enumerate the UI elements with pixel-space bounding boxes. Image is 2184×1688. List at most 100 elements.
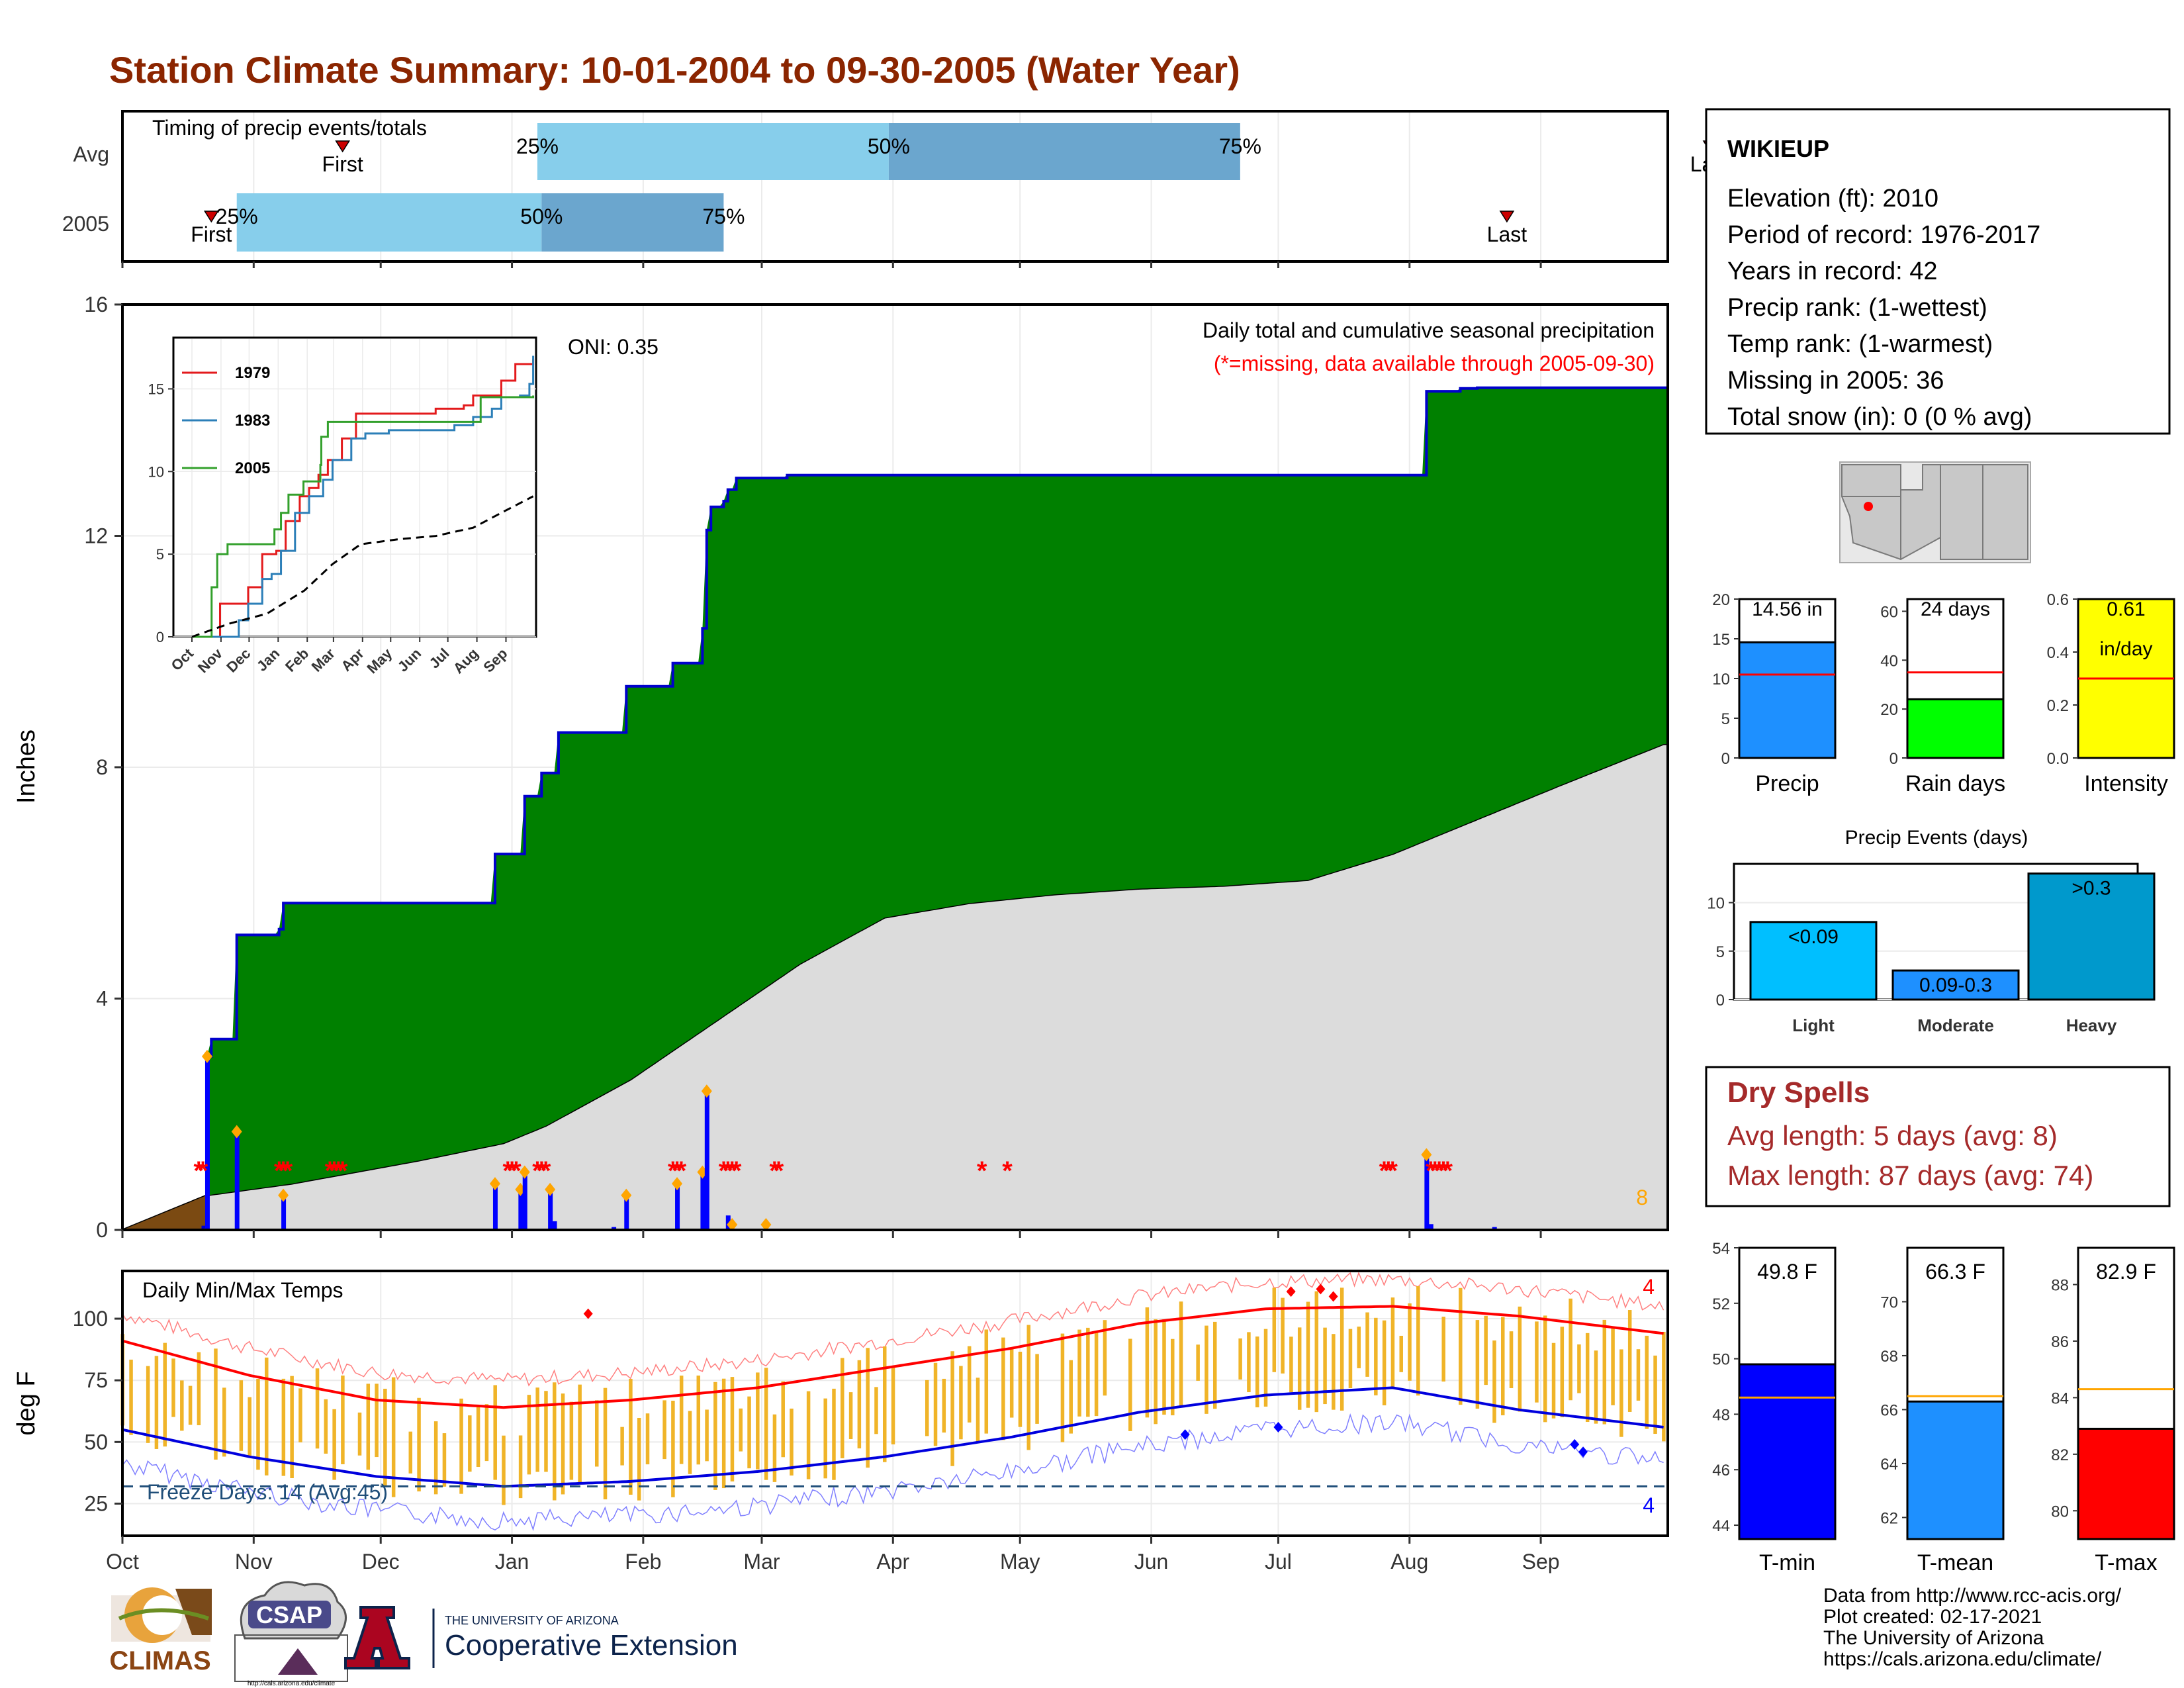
temp-daily-bar-16 xyxy=(188,1385,193,1425)
temp-summary-ytick-label-0-1: 46 xyxy=(1712,1462,1730,1479)
temp-daily-bar-166 xyxy=(823,1398,827,1479)
temp-daily-bar-38 xyxy=(281,1378,286,1476)
missing-marker-15: * xyxy=(668,1156,678,1186)
temp-daily-bar-228 xyxy=(1086,1327,1090,1417)
timing-row-label-avg: Avg xyxy=(73,142,109,166)
temp-daily-bar-142 xyxy=(721,1378,726,1489)
timing-last-marker-2005 xyxy=(1499,211,1515,223)
events-category-Moderate: Moderate xyxy=(1917,1015,1994,1035)
station-line-6: Missing in 2005: 36 xyxy=(1727,367,1944,395)
temp-daily-bar-358 xyxy=(1636,1349,1641,1401)
temp-daily-bar-312 xyxy=(1441,1317,1445,1382)
footer-credits: Data from http://www.rcc-acis.org/ Plot … xyxy=(1823,1585,2122,1670)
temp-daily-bar-334 xyxy=(1535,1321,1539,1403)
precip-subtitle: Daily total and cumulative seasonal prec… xyxy=(1203,318,1655,342)
temp-daily-bar-98 xyxy=(535,1387,539,1472)
station-line-7: Total snow (in): 0 (0 % avg) xyxy=(1727,403,2032,431)
temp-daily-bar-102 xyxy=(553,1382,557,1501)
oni-label: ONI: 0.35 xyxy=(568,335,659,359)
temp-summary-ytick-label-2-4: 88 xyxy=(2051,1277,2069,1295)
temp-daily-bar-134 xyxy=(688,1411,692,1474)
temp-daily-bar-18 xyxy=(197,1352,201,1426)
temp-summary-ytick-label-2-0: 80 xyxy=(2051,1503,2069,1521)
station-line-5: Temp rank: (1-warmest) xyxy=(1727,330,1993,358)
month-label-Dec: Dec xyxy=(362,1550,400,1573)
temp-summary-bars: 49.8 F 44 46 48 50 52 54 T-min 66.3 F 62 64 66 68 70 T… xyxy=(1712,1240,2175,1575)
temp-daily-bar-104 xyxy=(561,1393,565,1495)
station-name: WIKIEUP xyxy=(1727,135,1829,162)
record-min-line xyxy=(122,1413,1664,1531)
precip-events-chart: Precip Events (days) 0 5 10 <0.09 Light 0.09-… xyxy=(1707,827,2156,1035)
dry-spells-title: Dry Spells xyxy=(1727,1076,1870,1109)
summary-ytick-label-2-1: 0.2 xyxy=(2047,697,2069,715)
month-label-May: May xyxy=(1000,1550,1040,1573)
temp-summary-value-T-max: 82.9 F xyxy=(2096,1260,2156,1284)
temp-summary-value-T-min: 49.8 F xyxy=(1757,1260,1817,1284)
events-bar-Light xyxy=(1749,921,1878,1001)
missing-marker-17: * xyxy=(676,1156,687,1186)
month-label-Sep: Sep xyxy=(1522,1550,1560,1573)
timing-bar-dark-Avg xyxy=(888,123,1240,180)
ua-logo: A THE UNIVERSITY OF ARIZONA Cooperative … xyxy=(344,1606,738,1669)
summary-value2-Intensity: in/day xyxy=(2099,638,2152,660)
summary-ytick-label-1-2: 40 xyxy=(1880,652,1898,670)
daily-precip-bar-8 xyxy=(612,1227,617,1230)
temp-daily-bar-108 xyxy=(578,1384,582,1483)
temp-daily-bar-56 xyxy=(357,1412,362,1456)
csap-logo: CSAP http://cals.arizona.edu/climate xyxy=(234,1581,348,1687)
temp-daily-bar-60 xyxy=(375,1383,379,1458)
temp-daily-bar-146 xyxy=(739,1408,743,1452)
summary-ytick-label-2-3: 0.6 xyxy=(2047,591,2069,609)
missing-count: 8 xyxy=(1636,1186,1648,1209)
temp-title: Daily Min/Max Temps xyxy=(142,1278,343,1302)
daily-precip-bar-12 xyxy=(704,1091,709,1230)
temp-daily-bar-238 xyxy=(1128,1338,1132,1431)
temp-daily-bar-172 xyxy=(848,1392,853,1439)
temp-summary-ytick-label-2-1: 82 xyxy=(2051,1446,2069,1464)
surplus-area xyxy=(206,387,1668,1196)
timing-bar-light-Avg xyxy=(537,123,889,180)
temp-frame xyxy=(121,1270,1669,1537)
temp-daily-bar-48 xyxy=(324,1399,328,1454)
temp-daily-bar-14 xyxy=(180,1380,184,1431)
timing-title: Timing of precip events/totals xyxy=(152,116,427,140)
temp-daily-bar-174 xyxy=(857,1360,862,1449)
temp-daily-bar-216 xyxy=(1035,1354,1039,1424)
temp-daily-bar-302 xyxy=(1399,1335,1403,1372)
month-label-Jul: Jul xyxy=(1265,1550,1292,1573)
missing-marker-25: * xyxy=(1002,1156,1013,1186)
timing-frame xyxy=(121,110,1669,263)
temp-daily-bar-356 xyxy=(1627,1310,1632,1412)
station-line-1: Elevation (ft): 2010 xyxy=(1727,185,1938,212)
temp-daily-bar-30 xyxy=(248,1397,251,1456)
temp-summary-ytick-label-0-3: 50 xyxy=(1712,1351,1730,1369)
temp-daily-bar-154 xyxy=(772,1414,777,1482)
temp-daily-bar-352 xyxy=(1611,1327,1615,1405)
temp-daily-bar-128 xyxy=(662,1400,666,1460)
temp-summary-ytick-label-0-5: 54 xyxy=(1712,1240,1730,1258)
inset-ytick-label-2: 10 xyxy=(148,463,164,480)
inset-ytick-label-1: 5 xyxy=(156,546,164,563)
daily-precip-bar-14 xyxy=(1424,1154,1430,1230)
record-low-marker-1 xyxy=(1273,1421,1283,1432)
temp-daily-bar-6 xyxy=(146,1366,150,1443)
temp-daily-bar-212 xyxy=(1018,1351,1023,1427)
temp-daily-bar-248 xyxy=(1171,1338,1175,1416)
temp-daily-bar-214 xyxy=(1026,1325,1031,1450)
temp-daily-bar-96 xyxy=(527,1395,531,1475)
month-label-Feb: Feb xyxy=(625,1550,661,1573)
missing-marker-8: * xyxy=(338,1156,348,1186)
temp-daily-bar-280 xyxy=(1306,1301,1310,1408)
precip-ytick-label-1: 4 xyxy=(96,987,108,1011)
temp-daily-bar-8 xyxy=(154,1356,159,1449)
month-label-Jan: Jan xyxy=(495,1550,529,1573)
temp-daily-bar-130 xyxy=(671,1401,675,1497)
temp-daily-bar-362 xyxy=(1653,1355,1657,1434)
temp-daily-bar-182 xyxy=(891,1366,895,1444)
temp-daily-bar-268 xyxy=(1255,1336,1259,1408)
timing-pct-label-2005-1: 25% xyxy=(216,205,258,228)
temp-daily-bar-52 xyxy=(341,1375,345,1464)
temp-daily-bar-180 xyxy=(883,1346,887,1462)
daily-precip-marker-12 xyxy=(701,1084,712,1098)
daily-precip-bar-9 xyxy=(624,1195,629,1230)
